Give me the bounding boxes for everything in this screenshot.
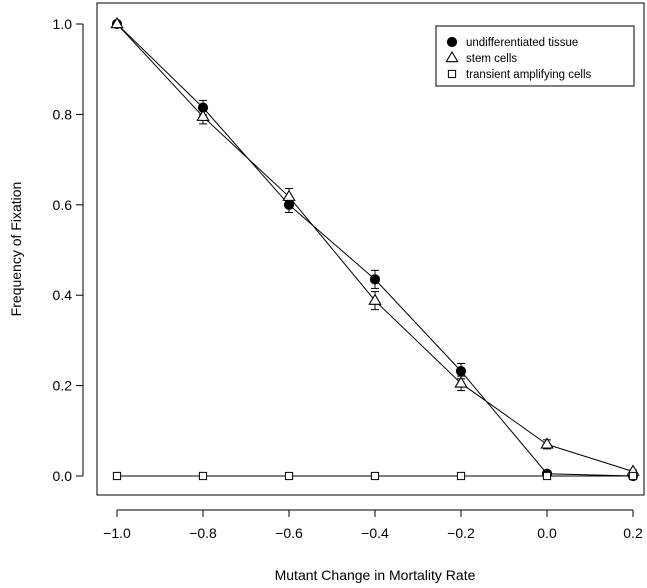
y-tick-label: 0.4 (53, 287, 73, 303)
series-open-square (112, 471, 638, 481)
data-point (540, 437, 554, 449)
series-filled-circle (111, 18, 639, 482)
data-point (196, 109, 210, 121)
x-axis-label: Mutant Change in Mortality Rate (275, 567, 476, 583)
x-tick-label: −0.8 (189, 525, 217, 541)
legend-marker (445, 50, 459, 63)
data-point (112, 471, 122, 481)
x-tick-label: −0.4 (361, 525, 389, 541)
y-tick-label: 0.8 (53, 106, 73, 122)
y-tick-label: 0.2 (53, 378, 73, 394)
data-point (628, 471, 638, 481)
y-tick-label: 1.0 (53, 16, 73, 32)
x-tick-label: 0.0 (537, 525, 557, 541)
data-point (454, 376, 468, 388)
legend-label: transient amplifying cells (466, 69, 592, 81)
series-layer (110, 16, 640, 482)
y-tick-label: 0.0 (53, 468, 73, 484)
legend-marker (447, 69, 457, 79)
data-point (369, 274, 381, 285)
x-tick-label: −0.6 (275, 525, 303, 541)
series-open-triangle (110, 16, 640, 476)
data-point (282, 189, 296, 201)
data-point (110, 16, 124, 29)
data-point (542, 471, 552, 481)
series-line (116, 23, 634, 477)
y-axis-label: Frequency of Fixation (8, 182, 24, 317)
x-axis: −1.0 −0.8 −0.6 −0.4 −0.2 0.0 0.2 (103, 509, 643, 541)
data-point (284, 471, 294, 481)
data-point (456, 471, 466, 481)
legend-label: undifferentiated tissue (466, 37, 578, 49)
data-point (455, 366, 467, 377)
legend: undifferentiated tissue stem cells transie… (435, 25, 635, 87)
x-tick-label: −1.0 (103, 525, 131, 541)
y-tick-label: 0.6 (53, 197, 73, 213)
legend-box (435, 25, 635, 87)
y-axis: 0.0 0.2 0.4 0.6 0.8 1.0 (53, 16, 84, 484)
x-tick-label: 0.2 (623, 525, 643, 541)
legend-marker (446, 36, 458, 48)
x-tick-label: −0.2 (447, 525, 475, 541)
plot-frame (96, 2, 645, 496)
data-point (370, 471, 380, 481)
data-point (368, 293, 382, 305)
series-line (116, 23, 634, 472)
data-point (198, 471, 208, 481)
legend-label: stem cells (466, 53, 517, 65)
